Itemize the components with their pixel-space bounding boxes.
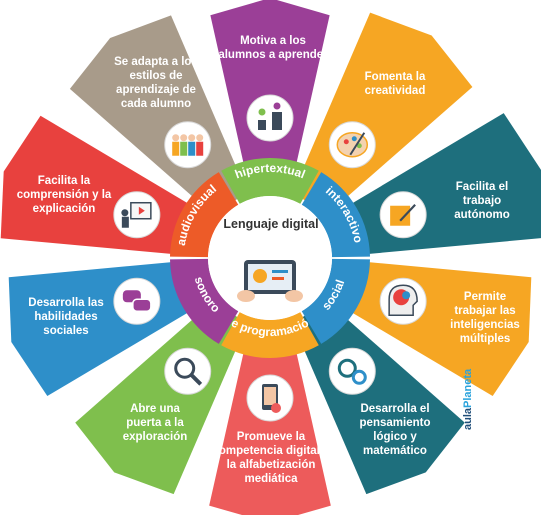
petal-text-competencia: Promueve la competencia digital y la alf… [212,431,330,485]
ring-segment-3 [221,312,319,358]
touch-phone-icon [246,374,294,422]
petal-text-exploracion: Abre una puerta a la exploración [122,403,188,443]
center-title: Lenguaje digital [223,217,319,231]
brand-part-1: aula [462,407,474,430]
petal-text-sociales: Desarrolla las habilidades sociales [28,297,104,337]
brain-head-icon [379,277,427,325]
brand-logo: aulaPlaneta [462,369,474,430]
petal-inteligencias [327,259,532,397]
petal-pensamiento [293,300,465,495]
petal-sociales [8,259,213,397]
center-disc [208,196,332,320]
petal-text-motiva: Motiva a los alumnos a aprender [218,35,328,61]
chat-bubbles-icon [113,277,161,325]
petal-text-pensamiento: Desarrolla el pensamiento lógico y matem… [359,403,431,457]
petal-text-estilos: Se adapta a los estilos de aprendizaje d… [114,56,198,110]
presentation-board-icon [113,191,161,239]
ring-label-0: hipertextual [233,161,307,182]
group-people-icon [164,121,212,169]
petal-estilos [69,15,247,216]
petal-comprension [0,115,213,257]
petal-text-autonomo: Facilita el trabajo autónomo [454,181,510,221]
ring-segment-2 [301,258,370,344]
ring-segment-1 [301,172,370,258]
petal-creatividad [293,12,473,216]
puzzle-pencil-icon [379,191,427,239]
tablet-hands-icon [237,260,303,302]
petal-exploracion [75,300,247,495]
ring-segment-0 [221,158,319,204]
ring-segment-4 [170,258,239,344]
petal-text-inteligencias: Permite trabajar las inteligencias múlti… [450,291,520,345]
petal-text-comprension: Facilita la comprensión y la explicación [16,175,112,215]
brand-part-2: Planeta [462,368,474,408]
climbing-people-icon [246,94,294,142]
petal-text-creatividad: Fomenta la creatividad [364,71,426,97]
ring-segment-5 [170,172,239,258]
magnifier-icon [164,347,212,395]
paint-palette-icon [328,121,376,169]
gears-head-icon [328,347,376,395]
